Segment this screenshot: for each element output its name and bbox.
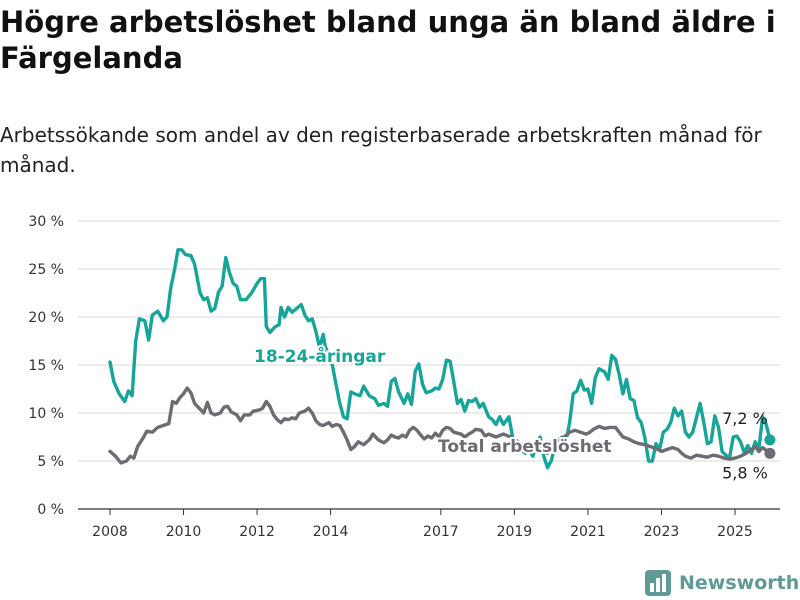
series-label-total: Total arbetslöshet: [438, 437, 612, 457]
brand: Newsworthy: [645, 568, 800, 598]
grid-lines: [78, 220, 780, 510]
brand-name: Newsworthy: [679, 572, 800, 594]
series-lines: [108, 248, 772, 470]
y-tick-label: 20 %: [28, 310, 64, 326]
x-tick-label: 2017: [423, 524, 459, 540]
x-tick-label: 2019: [497, 524, 533, 540]
y-tick-label: 30 %: [28, 214, 64, 230]
x-tick-label: 2021: [570, 524, 606, 540]
chart-subtitle: Arbetssökande som andel av den registerb…: [0, 123, 762, 177]
end-value-young: 7,2 %: [722, 409, 768, 428]
end-value-total: 5,8 %: [722, 463, 768, 482]
y-axis: 0 % 5 % 10 % 15 % 20 % 25 % 30 %: [28, 214, 64, 518]
x-tick-label: 2012: [239, 524, 275, 540]
bar-chart-logo-icon: [645, 570, 671, 596]
x-tick-label: 2008: [92, 524, 128, 540]
x-tick-label: 2025: [717, 524, 753, 540]
y-tick-label: 25 %: [28, 262, 64, 278]
y-tick-label: 15 %: [28, 358, 64, 374]
series-labels: Total arbetslöshet 18-24-åringar: [252, 343, 614, 459]
series-line-total: [108, 386, 772, 465]
x-axis: 2008 2010 2012 2014 2017 2019 2021 2023 2025: [92, 509, 753, 540]
series-line-young: [108, 248, 772, 470]
x-tick-label: 2010: [166, 524, 202, 540]
y-tick-label: 10 %: [28, 406, 64, 422]
x-tick-label: 2023: [644, 524, 680, 540]
end-marker-young: [764, 434, 776, 446]
y-tick-label: 0 %: [37, 502, 64, 518]
chart-title: Högre arbetslöshet bland unga än bland ä…: [0, 5, 776, 75]
series-label-young: 18-24-åringar: [254, 345, 386, 367]
end-marker-total: [764, 447, 776, 459]
y-tick-label: 5 %: [37, 454, 64, 470]
x-tick-label: 2014: [313, 524, 349, 540]
end-markers: 7,2 % 5,8 %: [722, 409, 776, 482]
